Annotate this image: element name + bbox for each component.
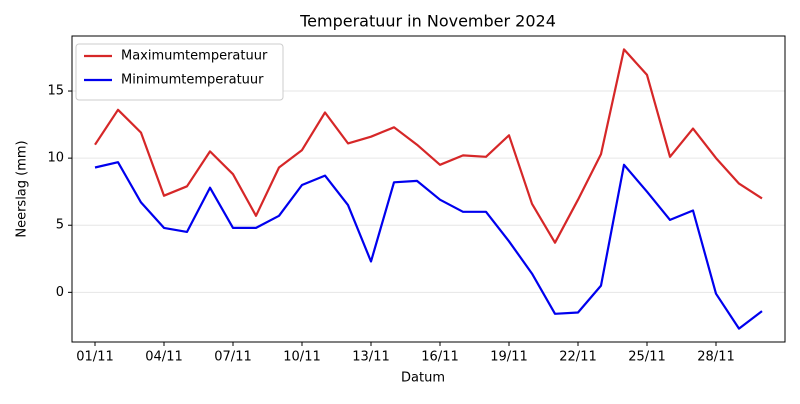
x-tick-label: 01/11 [76, 350, 113, 365]
series-line [94, 48, 763, 244]
x-tick-label: 28/11 [697, 350, 734, 365]
x-tick-label: 22/11 [559, 350, 596, 365]
x-tick-label: 16/11 [421, 350, 458, 365]
legend-label: Maximumtemperatuur [121, 49, 268, 64]
legend-label: Minimumtemperatuur [121, 73, 264, 88]
x-tick-label: 13/11 [352, 350, 389, 365]
x-tick-label: 25/11 [628, 350, 665, 365]
x-tick-label: 19/11 [490, 350, 527, 365]
y-tick-label: 10 [47, 151, 64, 166]
x-tick-label: 10/11 [283, 350, 320, 365]
x-axis-label: Datum [401, 371, 445, 386]
x-tick-label: 04/11 [145, 350, 182, 365]
chart-title: Temperatuur in November 2024 [299, 12, 556, 31]
y-tick-label: 5 [56, 218, 64, 233]
y-tick-label: 15 [47, 84, 64, 99]
y-tick-label: 0 [56, 285, 64, 300]
series-line [94, 161, 763, 330]
x-tick-label: 07/11 [214, 350, 251, 365]
plot-frame [71, 35, 786, 343]
y-axis-label: Neerslag (mm) [15, 140, 30, 237]
legend-box [75, 43, 284, 101]
